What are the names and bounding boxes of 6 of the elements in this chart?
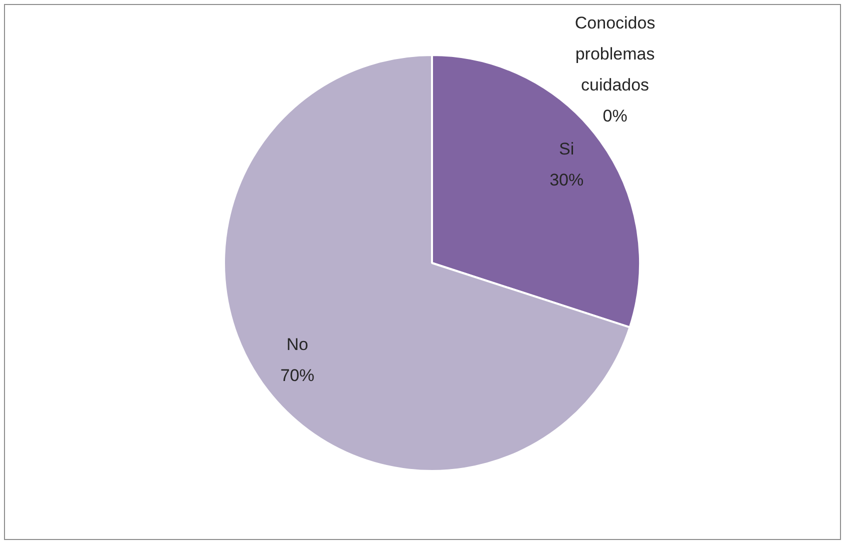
- slice-label: Si: [559, 139, 574, 158]
- category-label: Conocidos problemas cuidados: [574, 14, 656, 95]
- data-label: 70%: [280, 366, 314, 385]
- slice-label: No: [286, 334, 308, 354]
- text: 0%: [602, 106, 628, 126]
- data-label: 30%: [550, 170, 584, 190]
